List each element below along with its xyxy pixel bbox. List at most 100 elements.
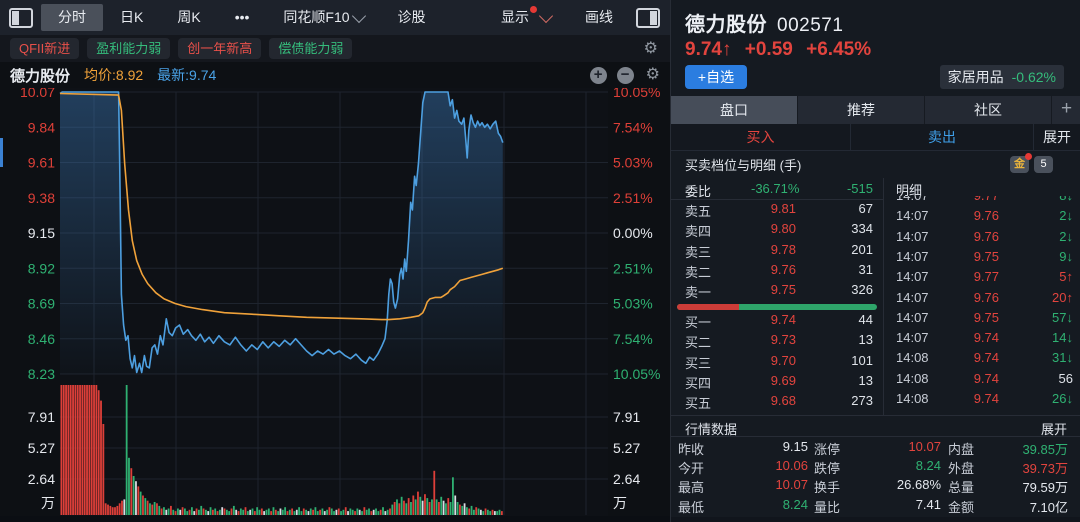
level-volume: 44: [858, 312, 873, 327]
tick-time: 14:07: [896, 330, 929, 346]
fund-flow-icon[interactable]: 金: [1010, 153, 1032, 173]
stock-tag-3[interactable]: 偿债能力弱: [269, 38, 353, 59]
toolbar-item-r-1[interactable]: 画线: [585, 9, 613, 25]
volume-bar: [426, 498, 429, 515]
volume-bar: [333, 511, 335, 515]
level-label: 卖四: [685, 224, 712, 240]
volume-bar: [445, 503, 447, 515]
volume-bar: [417, 491, 419, 515]
level-label: 买一: [685, 315, 712, 330]
volume-bar: [431, 499, 433, 515]
sell-level-row-4[interactable]: 卖四 9.80 334: [671, 219, 883, 239]
volume-bar: [293, 511, 296, 515]
tab-推荐[interactable]: 推荐: [798, 96, 925, 124]
volume-bar: [330, 508, 333, 515]
volume-bar: [221, 507, 224, 515]
panel-toggle-right-icon[interactable]: [636, 7, 660, 28]
add-watchlist-button[interactable]: +自选: [685, 65, 747, 89]
tick-price: 9.76: [973, 228, 999, 244]
chart-header: 德力股份 均价:8.92 最新:9.74 + − ⚙: [0, 62, 670, 88]
y-axis-price-label: 8.23: [28, 366, 55, 382]
market-label: 量比: [814, 499, 841, 515]
volume-bar: [384, 511, 387, 515]
stock-tag-1[interactable]: 盈利能力弱: [87, 38, 171, 59]
volume-bar: [186, 511, 189, 515]
buy-level-row-3[interactable]: 买三 9.70 101: [671, 351, 883, 371]
volume-bar: [298, 507, 301, 515]
toolbar-item-l-5[interactable]: 诊股: [397, 9, 426, 25]
volume-bar: [368, 508, 370, 515]
toolbar-item-l-3[interactable]: •••: [234, 9, 250, 25]
volume-bar: [153, 502, 156, 515]
add-tab-button[interactable]: +: [1060, 98, 1073, 119]
volume-bar: [163, 507, 165, 515]
average-price-line: [59, 92, 504, 321]
volume-bar: [405, 503, 408, 515]
market-data-row: 昨收 9.15 涨停 10.07 内盘 39.85万: [671, 437, 1080, 457]
sector-chip[interactable]: 家居用品 -0.62%: [939, 65, 1064, 89]
intraday-chart[interactable]: 10.07 9.84 9.61 9.38 9.15 8.92 8.69 8.46 8.23 10.…: [0, 84, 670, 516]
tick-time: 14:07: [896, 248, 929, 264]
volume-bar: [440, 496, 443, 515]
tick-time: 14:07: [896, 289, 929, 305]
volume-axis-label: 7.91: [28, 409, 55, 425]
level-header: 买卖档位与明细 (手) 金 5: [671, 151, 1080, 178]
buy-level-row-4[interactable]: 买四 9.69 13: [671, 371, 883, 391]
weibi-row: 委比 -36.71% -515: [671, 178, 883, 200]
level-label: 卖五: [685, 204, 712, 219]
toolbar-item-r-0[interactable]: 显示: [484, 4, 568, 31]
tab-社区[interactable]: 社区: [925, 96, 1052, 124]
market-value: 10.06: [775, 458, 808, 474]
stock-tag-0[interactable]: QFII新进: [10, 38, 80, 59]
volume-axis-label: 5.27: [28, 440, 55, 456]
buy-level-row-2[interactable]: 买二 9.73 13: [671, 330, 883, 350]
toolbar-item-l-0[interactable]: 分时: [41, 4, 103, 31]
volume-axis-label: 5.27: [613, 440, 640, 456]
buy-tab[interactable]: 买入: [671, 124, 851, 150]
volume-bar: [412, 495, 415, 515]
volume-bar: [403, 500, 405, 515]
level-price: 9.74: [770, 312, 796, 327]
tick-price: 9.76: [973, 208, 999, 224]
zoom-out-icon[interactable]: −: [616, 66, 634, 84]
tags: QFII新进 盈利能力弱 创一年新高 偿债能力弱: [10, 38, 353, 59]
y-axis-price-label: 9.15: [28, 225, 55, 241]
buy-level-row-1[interactable]: 买一 9.74 44: [671, 310, 883, 330]
buy-level-row-5[interactable]: 买五 9.68 273: [671, 391, 883, 411]
chart-settings-gear-icon[interactable]: ⚙: [645, 66, 660, 83]
tab-盘口[interactable]: 盘口: [671, 96, 798, 124]
sell-tab[interactable]: 卖出: [851, 124, 1034, 150]
volume-bar: [93, 385, 95, 515]
level-label: 卖二: [685, 264, 712, 280]
level-label: 买二: [685, 335, 712, 351]
sell-level-row-1[interactable]: 卖一 9.75 326: [671, 280, 883, 300]
volume-bar: [335, 509, 338, 515]
market-label: 换手: [814, 480, 841, 496]
level-volume: 13: [858, 372, 873, 388]
volume-bar: [225, 509, 228, 515]
toolbar-item-l-2[interactable]: 周K: [177, 9, 201, 25]
panel-toggle-left-icon[interactable]: [9, 7, 33, 28]
tick-price: 9.74: [973, 391, 999, 406]
volume-bar: [146, 500, 149, 515]
five-level-badge[interactable]: 5: [1034, 156, 1053, 173]
sell-level-row-5[interactable]: 卖五 9.81 67: [671, 199, 883, 219]
volume-bar: [300, 511, 303, 515]
tags-settings-gear-icon[interactable]: ⚙: [643, 39, 658, 57]
stock-tag-2[interactable]: 创一年新高: [178, 38, 262, 59]
toolbar-item-l-4[interactable]: 同花顺F10: [266, 4, 380, 31]
sell-level-row-2[interactable]: 卖二 9.76 31: [671, 260, 883, 280]
toolbar-item-l-1[interactable]: 日K: [120, 9, 144, 25]
expand-market-data-button[interactable]: 展开: [1040, 422, 1067, 437]
volume-bar: [100, 400, 102, 515]
zoom-in-icon[interactable]: +: [589, 66, 607, 84]
stock-name: 德力股份: [685, 14, 767, 36]
detail-header-label: 明细: [896, 183, 923, 198]
volume-bar: [263, 511, 266, 515]
level-label: 卖三: [685, 244, 712, 260]
expand-trade-button[interactable]: 展开: [1034, 124, 1080, 150]
sell-level-row-3[interactable]: 卖三 9.78 201: [671, 240, 883, 260]
level-volume: 67: [858, 201, 873, 216]
volume-bar: [104, 503, 107, 515]
